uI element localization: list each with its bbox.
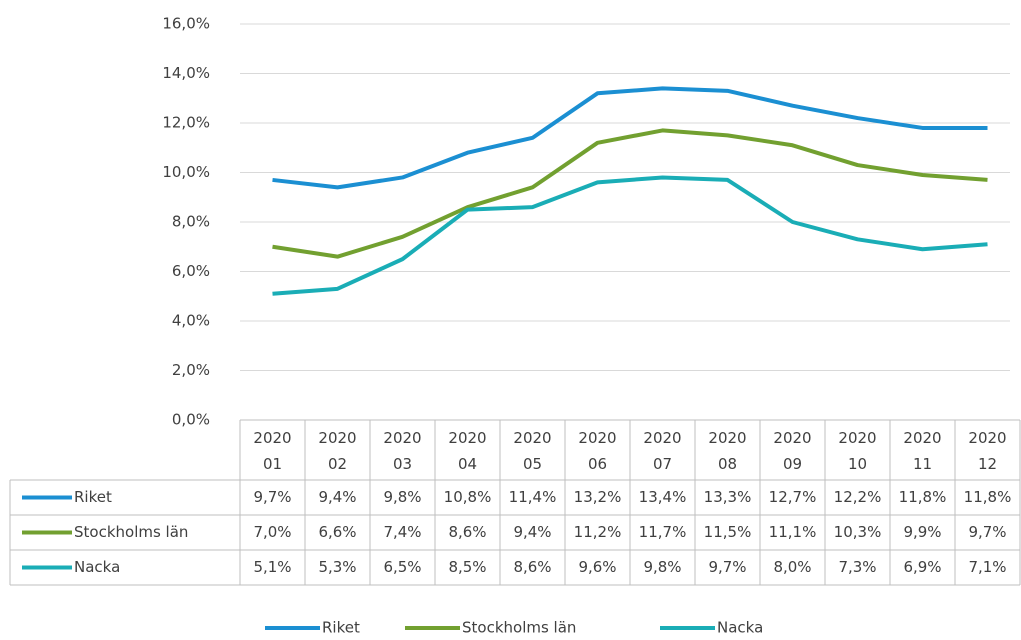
data-label: 11,4% — [509, 488, 557, 506]
x-tick-label: 2020 10 — [838, 429, 876, 473]
x-tick-label: 2020 01 — [253, 429, 291, 473]
x-tick-label: 2020 04 — [448, 429, 486, 473]
data-label: 10,3% — [834, 523, 882, 541]
data-label: 6,6% — [318, 523, 356, 541]
data-label: 9,8% — [383, 488, 421, 506]
data-label: 12,7% — [769, 488, 817, 506]
x-tick-label: 2020 11 — [903, 429, 941, 473]
y-tick-label: 0,0% — [172, 411, 210, 429]
data-label: 10,8% — [444, 488, 492, 506]
data-label: 8,6% — [513, 558, 551, 576]
data-label: 5,1% — [253, 558, 291, 576]
legend-label: Riket — [322, 619, 360, 637]
data-label: 6,5% — [383, 558, 421, 576]
data-label: 6,9% — [903, 558, 941, 576]
data-label: 9,6% — [578, 558, 616, 576]
y-tick-label: 12,0% — [162, 114, 210, 132]
x-tick-label: 2020 06 — [578, 429, 616, 473]
legend-label: Stockholms län — [462, 619, 576, 637]
data-label: 9,9% — [903, 523, 941, 541]
data-label: 9,4% — [513, 523, 551, 541]
data-label: 13,2% — [574, 488, 622, 506]
data-label: 13,4% — [639, 488, 687, 506]
legend-label: Nacka — [717, 619, 763, 637]
data-label: 11,5% — [704, 523, 752, 541]
x-tick-label: 2020 05 — [513, 429, 551, 473]
x-tick-label: 2020 08 — [708, 429, 746, 473]
row-label: Riket — [74, 488, 112, 506]
data-label: 5,3% — [318, 558, 356, 576]
data-label: 9,7% — [253, 488, 291, 506]
data-label: 8,6% — [448, 523, 486, 541]
row-label: Stockholms län — [74, 523, 188, 541]
line-series — [272, 175, 988, 296]
data-label: 7,1% — [968, 558, 1006, 576]
x-tick-label: 2020 07 — [643, 429, 681, 473]
data-label: 11,8% — [899, 488, 947, 506]
y-tick-label: 8,0% — [172, 213, 210, 231]
y-tick-label: 4,0% — [172, 312, 210, 330]
x-tick-label: 2020 09 — [773, 429, 811, 473]
data-label: 8,0% — [773, 558, 811, 576]
data-label: 11,1% — [769, 523, 817, 541]
data-label: 7,0% — [253, 523, 291, 541]
data-label: 11,8% — [964, 488, 1012, 506]
data-label: 7,4% — [383, 523, 421, 541]
y-tick-label: 16,0% — [162, 15, 210, 33]
data-label: 11,2% — [574, 523, 622, 541]
line-series — [272, 86, 988, 190]
data-label: 7,3% — [838, 558, 876, 576]
y-tick-label: 14,0% — [162, 64, 210, 82]
data-label: 9,7% — [968, 523, 1006, 541]
data-label: 13,3% — [704, 488, 752, 506]
data-label: 8,5% — [448, 558, 486, 576]
y-tick-label: 2,0% — [172, 361, 210, 379]
row-label: Nacka — [74, 558, 120, 576]
y-tick-label: 6,0% — [172, 262, 210, 280]
data-label: 11,7% — [639, 523, 687, 541]
data-label: 9,7% — [708, 558, 746, 576]
x-tick-label: 2020 02 — [318, 429, 356, 473]
y-tick-label: 10,0% — [162, 163, 210, 181]
data-label: 12,2% — [834, 488, 882, 506]
data-label: 9,4% — [318, 488, 356, 506]
data-label: 9,8% — [643, 558, 681, 576]
x-tick-label: 2020 03 — [383, 429, 421, 473]
x-tick-label: 2020 12 — [968, 429, 1006, 473]
line-series — [272, 128, 988, 259]
